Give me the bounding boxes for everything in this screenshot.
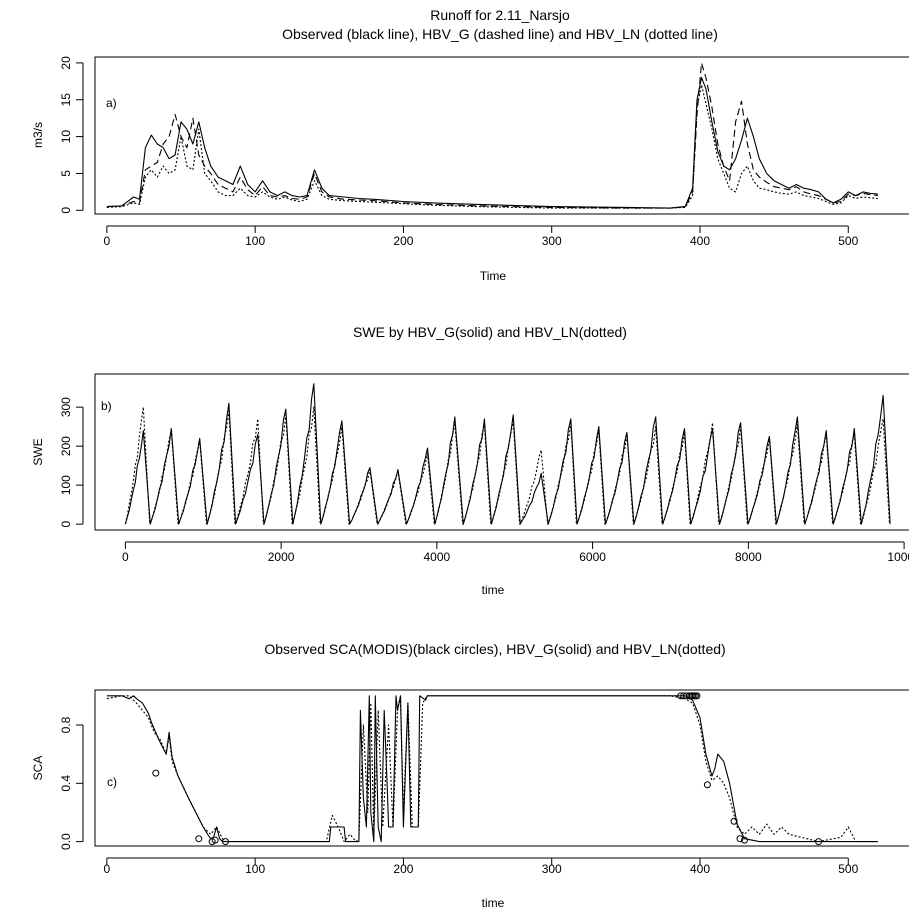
runoff-x-axis: 0 100 200 300 400 500	[104, 225, 859, 248]
runoff-y-axis-label: m3/s	[31, 122, 45, 148]
sca-x-tick-label: 300	[542, 862, 562, 876]
observed-point	[703, 781, 711, 789]
sca-x-tick-label: 500	[838, 862, 858, 876]
swe-y-axis-label: SWE	[31, 438, 45, 465]
runoff-panel: Runoff for 2.11_Narsjo Observed (black l…	[31, 7, 909, 283]
swe-hbv-ln-line	[124, 406, 891, 525]
sca-y-tick-label: 0.4	[59, 775, 73, 792]
swe-series	[124, 383, 891, 525]
runoff-y-tick-label: 5	[59, 170, 73, 177]
runoff-x-tick-label: 300	[542, 234, 562, 248]
observed-point	[211, 836, 219, 844]
sca-y-axis-label: SCA	[31, 756, 45, 781]
swe-x-tick-label: 6000	[579, 550, 606, 564]
runoff-title: Runoff for 2.11_Narsjo	[430, 7, 570, 23]
runoff-dashed-line	[106, 62, 878, 209]
swe-panel-label: b)	[101, 399, 112, 413]
sca-title: Observed SCA(MODIS)(black circles), HBV_…	[264, 641, 725, 657]
sca-dotted-line	[106, 695, 878, 843]
sca-x-tick-label: 100	[245, 862, 265, 876]
observed-point	[740, 836, 748, 844]
runoff-series	[106, 62, 878, 209]
sca-y-axis: 0.0 0.4 0.8	[59, 716, 84, 850]
sca-panel-label: c)	[107, 775, 117, 789]
runoff-y-tick-label: 10	[59, 130, 73, 144]
observed-point	[152, 769, 160, 777]
runoff-x-tick-label: 0	[104, 234, 111, 248]
runoff-y-axis: 0 5 10 15 20	[59, 56, 84, 214]
runoff-panel-label: a)	[106, 96, 117, 110]
runoff-solid-line	[106, 77, 878, 209]
sca-x-tick-label: 400	[690, 862, 710, 876]
runoff-dotted-line	[106, 84, 878, 209]
swe-x-axis: 0 2000 4000 6000 8000 10000	[122, 541, 909, 564]
swe-plot-frame	[94, 373, 909, 531]
swe-y-tick-label: 300	[59, 397, 73, 417]
runoff-plot-frame	[94, 56, 909, 215]
observed-point	[221, 838, 229, 846]
swe-y-axis: 0 100 200 300	[59, 397, 84, 527]
runoff-y-tick-label: 0	[59, 207, 73, 214]
sca-panel: Observed SCA(MODIS)(black circles), HBV_…	[31, 641, 909, 910]
swe-y-tick-label: 200	[59, 436, 73, 456]
runoff-y-tick-label: 15	[59, 93, 73, 107]
swe-x-tick-label: 10000	[887, 550, 909, 564]
swe-title: SWE by HBV_G(solid) and HBV_LN(dotted)	[353, 324, 627, 340]
observed-point	[195, 835, 203, 843]
swe-hbv-g-line	[124, 383, 891, 525]
observed-point	[730, 817, 738, 825]
swe-x-tick-label: 0	[122, 550, 129, 564]
swe-y-tick-label: 0	[59, 520, 73, 527]
swe-x-tick-label: 4000	[424, 550, 451, 564]
observed-point	[736, 835, 744, 843]
swe-x-axis-label: time	[482, 583, 505, 597]
swe-x-tick-label: 2000	[268, 550, 295, 564]
sca-solid-line	[106, 695, 878, 843]
sca-x-tick-label: 0	[104, 862, 111, 876]
runoff-x-tick-label: 400	[690, 234, 710, 248]
runoff-x-tick-label: 100	[245, 234, 265, 248]
sca-observed-points	[152, 692, 823, 846]
swe-x-tick-label: 8000	[735, 550, 762, 564]
runoff-y-tick-label: 20	[59, 56, 73, 70]
runoff-x-tick-label: 200	[393, 234, 413, 248]
sca-x-axis: 0 100 200 300 400 500	[104, 857, 859, 876]
sca-plot-frame	[94, 689, 909, 847]
sca-x-tick-label: 200	[393, 862, 413, 876]
observed-point	[693, 692, 701, 700]
runoff-x-tick-label: 500	[838, 234, 858, 248]
sca-series	[106, 695, 878, 843]
swe-y-tick-label: 100	[59, 475, 73, 495]
observed-point	[815, 838, 823, 846]
swe-panel: SWE by HBV_G(solid) and HBV_LN(dotted) b…	[31, 324, 909, 597]
sca-x-axis-label: time	[482, 896, 505, 910]
runoff-subtitle: Observed (black line), HBV_G (dashed lin…	[282, 26, 718, 42]
sca-y-tick-label: 0.8	[59, 716, 73, 733]
runoff-x-axis-label: Time	[480, 269, 507, 283]
sca-y-tick-label: 0.0	[59, 833, 73, 850]
